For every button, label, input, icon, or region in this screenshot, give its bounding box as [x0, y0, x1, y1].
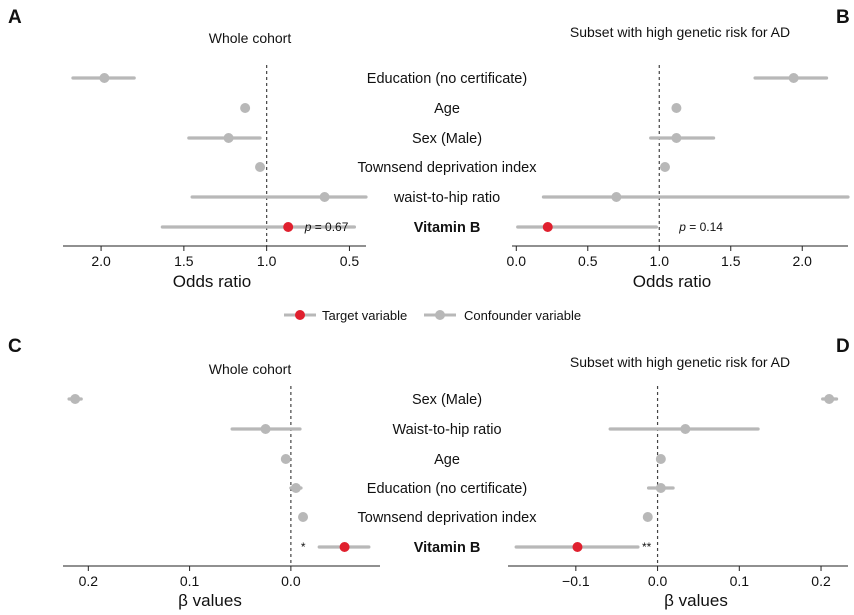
- panel-c-confounder-point: [70, 394, 81, 404]
- variable-label: Age: [434, 452, 460, 468]
- variable-label: Townsend deprivation index: [358, 510, 538, 526]
- legend-confounder-dot: [435, 310, 445, 320]
- panel-c-x-axis-title: β values: [178, 591, 242, 610]
- panel-a-x-axis-title: Odds ratio: [173, 272, 251, 291]
- panel-d-confounder-point: [680, 424, 691, 434]
- panel-d-x-tick-label: 0.2: [811, 573, 831, 589]
- panel-c-confounder-point: [280, 454, 291, 464]
- panel-c-annotation: *: [301, 540, 306, 554]
- panel-d-x-tick-label: 0.0: [648, 573, 668, 589]
- legend-confounder-key: [424, 310, 456, 320]
- panel-b-x-tick-label: 0.5: [578, 253, 598, 269]
- variable-label: Sex (Male): [412, 392, 482, 408]
- panel-c-x-tick-label: 0.2: [79, 573, 99, 589]
- panel-b-x-tick-label: 0.0: [507, 253, 527, 269]
- panel-d-x-axis-title: β values: [664, 591, 728, 610]
- panel-a-confounder-point: [223, 133, 234, 143]
- panel-c-x-tick-label: 0.0: [281, 573, 301, 589]
- panel-a-x-tick-label: 2.0: [91, 253, 111, 269]
- panel-a-confounder-point: [99, 73, 110, 83]
- legend-target-label: Target variable: [322, 308, 407, 323]
- legend-target-dot: [295, 310, 305, 320]
- panel-b-confounder-point: [671, 133, 682, 143]
- panel-a-x-tick-label: 0.5: [340, 253, 360, 269]
- panel-b-x-axis-title: Odds ratio: [633, 272, 711, 291]
- panel-a-annotation: p = 0.67: [304, 220, 349, 234]
- variable-label-target: Vitamin B: [414, 540, 481, 556]
- panel-c-confounder-point: [298, 512, 309, 522]
- variable-label: Sex (Male): [412, 131, 482, 147]
- panel-a-target-point: [283, 222, 294, 232]
- panel-b-target-point: [542, 222, 553, 232]
- panel-d: D Subset with high genetic risk for AD β…: [508, 336, 850, 610]
- panel-c-target-point: [339, 542, 350, 552]
- panel-c-x-tick-label: 0.1: [180, 573, 200, 589]
- panel-d-target-point: [572, 542, 583, 552]
- panel-d-x-tick-label: −0.1: [562, 573, 590, 589]
- panel-a-confounder-point: [240, 103, 251, 113]
- panel-b-x-tick-label: 1.5: [721, 253, 741, 269]
- panel-c-confounder-point: [290, 483, 301, 493]
- variable-label: Waist-to-hip ratio: [392, 422, 501, 438]
- panel-d-confounder-point: [642, 512, 653, 522]
- panel-b-x-tick-label: 2.0: [793, 253, 813, 269]
- variable-label: Education (no certificate): [367, 481, 527, 497]
- panel-letter-d: D: [836, 336, 850, 357]
- panel-b-confounder-point: [659, 162, 670, 172]
- panel-a-x-tick-label: 1.0: [257, 253, 277, 269]
- panel-c-confounder-point: [260, 424, 271, 434]
- panel-a-x-tick-label: 1.5: [174, 253, 194, 269]
- legend: Target variable Confounder variable: [284, 308, 581, 323]
- variable-label: Age: [434, 101, 460, 117]
- variable-label: Education (no certificate): [367, 71, 527, 87]
- legend-target-key: [284, 310, 316, 320]
- panel-letter-c: C: [8, 336, 22, 357]
- panel-letter-a: A: [8, 7, 22, 28]
- panel-c-title: Whole cohort: [209, 361, 292, 377]
- panel-d-confounder-point: [655, 454, 666, 464]
- variable-label-target: Vitamin B: [414, 220, 481, 236]
- panel-b: B Subset with high genetic risk for AD O…: [507, 7, 850, 291]
- panel-a-title: Whole cohort: [209, 30, 292, 46]
- panel-b-title: Subset with high genetic risk for AD: [570, 24, 790, 40]
- panel-b-confounder-point: [788, 73, 799, 83]
- panel-d-annotation: **: [642, 540, 652, 554]
- panel-d-confounder-point: [655, 483, 666, 493]
- panel-b-annotation: p = 0.14: [678, 220, 723, 234]
- panel-d-title: Subset with high genetic risk for AD: [570, 354, 790, 370]
- panel-d-confounder-point: [824, 394, 835, 404]
- panel-d-x-tick-label: 0.1: [730, 573, 750, 589]
- panel-letter-b: B: [836, 7, 850, 28]
- variable-label: Townsend deprivation index: [358, 160, 538, 176]
- legend-confounder-label: Confounder variable: [464, 308, 581, 323]
- panel-b-confounder-point: [671, 103, 682, 113]
- panel-b-x-tick-label: 1.0: [650, 253, 670, 269]
- panel-a-confounder-point: [255, 162, 266, 172]
- variable-labels-top: Education (no certificate) Age Sex (Male) T…: [358, 71, 538, 236]
- panel-b-confounder-point: [611, 192, 622, 202]
- panel-a-confounder-point: [319, 192, 330, 202]
- panel-a: A Whole cohort Odds ratio 2.0 1.5 1.0 0.5 p …: [8, 7, 368, 291]
- variable-label: waist-to-hip ratio: [393, 190, 500, 206]
- panel-c: C Whole cohort β values 0.2 0.1 0.0 *: [8, 336, 380, 610]
- variable-labels-bottom: Sex (Male) Waist-to-hip ratio Age Education…: [358, 392, 538, 556]
